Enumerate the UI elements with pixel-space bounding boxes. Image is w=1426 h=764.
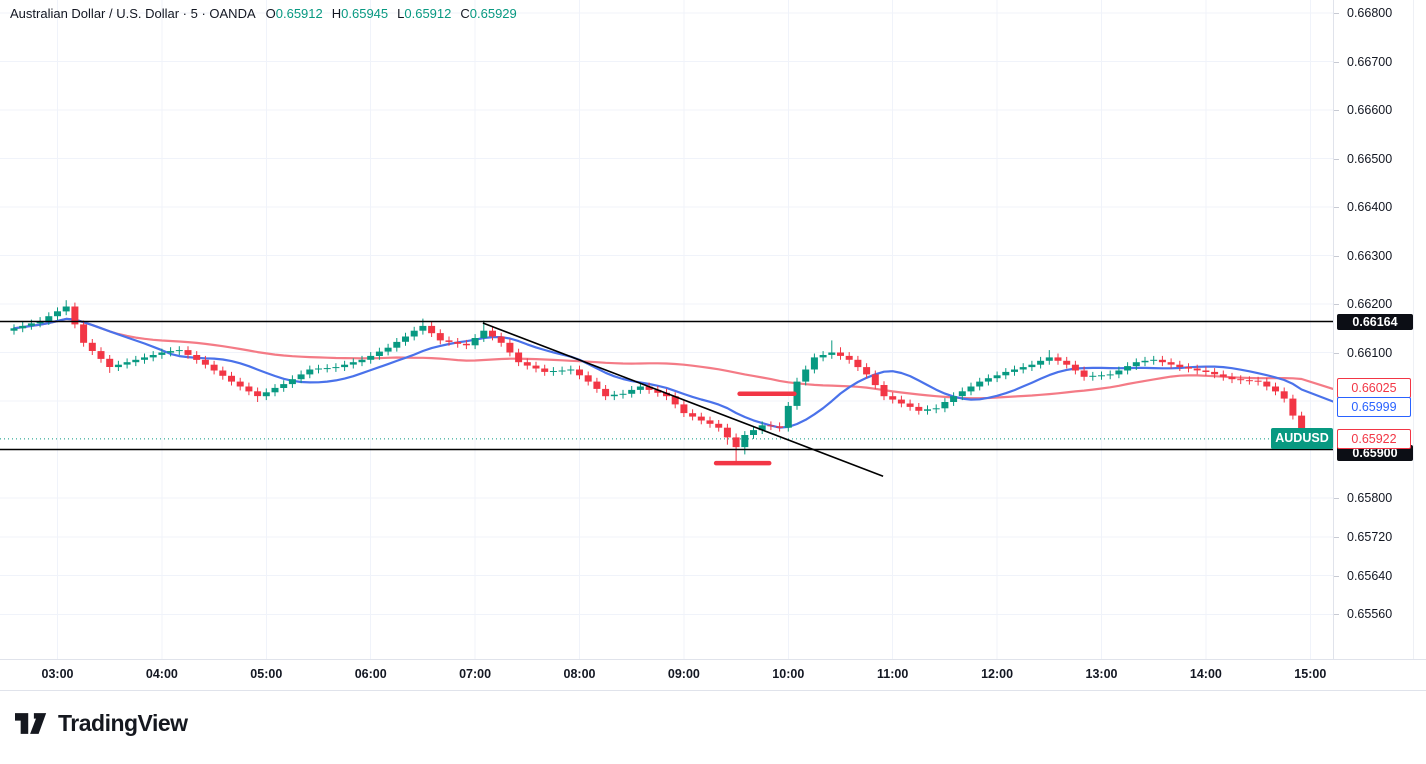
close-value: 0.65929 — [469, 6, 517, 21]
price-tick-label: 0.66400 — [1347, 200, 1393, 215]
price-tick-mark — [1334, 304, 1339, 305]
time-label: 13:00 — [1085, 667, 1118, 681]
price-tick-mark — [1334, 614, 1339, 615]
price-tick-mark — [1334, 110, 1339, 111]
price-axis[interactable]: 0.66164 0.65900 0.66025 0.65999 0.65922 … — [1333, 0, 1426, 659]
price-tick-label: 0.66500 — [1347, 151, 1393, 166]
low-label: L — [397, 6, 405, 21]
high-label: H — [331, 6, 342, 21]
hline-lower-price-badge: 0.65900 — [1337, 445, 1413, 462]
close-label: C — [460, 6, 470, 21]
price-tick-mark — [1334, 576, 1339, 577]
open-value: 0.65912 — [275, 6, 323, 21]
chart-plot-area[interactable]: Australian Dollar / U.S. Dollar · 5 · OA… — [0, 0, 1333, 659]
price-tick-label: 0.65720 — [1347, 529, 1393, 544]
time-label: 14:00 — [1189, 667, 1222, 681]
price-tick-mark — [1334, 207, 1339, 208]
low-value: 0.65912 — [404, 6, 452, 21]
time-label: 08:00 — [563, 667, 596, 681]
price-tick-mark — [1334, 13, 1339, 14]
tradingview-logo[interactable]: TradingView — [15, 710, 188, 737]
chart-legend: Australian Dollar / U.S. Dollar · 5 · OA… — [10, 6, 526, 21]
time-label: 07:00 — [459, 667, 492, 681]
price-tick-mark — [1334, 353, 1339, 354]
time-axis[interactable]: 03:00 04:00 05:00 06:00 07:00 08:00 09:00 10:00… — [0, 659, 1426, 691]
last-price-box: 0.65922 — [1337, 428, 1411, 449]
hline-upper-price-badge: 0.66164 — [1337, 313, 1413, 330]
open-label: O — [265, 6, 276, 21]
price-tick-label: 0.66100 — [1347, 345, 1393, 360]
time-label: 09:00 — [667, 667, 700, 681]
time-label: 10:00 — [772, 667, 805, 681]
price-tick-label: 0.66700 — [1347, 54, 1393, 69]
tradingview-logo-icon — [15, 713, 47, 734]
ma-fast-value-box: 0.65999 — [1337, 396, 1411, 417]
ma-slow-value-box: 0.66025 — [1337, 377, 1411, 398]
price-tick-label: 0.66300 — [1347, 248, 1393, 263]
symbol-title[interactable]: Australian Dollar / U.S. Dollar · 5 · OA… — [10, 6, 256, 21]
time-label: 06:00 — [354, 667, 387, 681]
axis-inner-border — [1413, 0, 1414, 659]
price-tick-mark — [1334, 62, 1339, 63]
price-tick-label: 0.66600 — [1347, 103, 1393, 118]
time-label: 11:00 — [877, 667, 909, 681]
price-tick-label: 0.66200 — [1347, 297, 1393, 312]
time-label: 05:00 — [250, 667, 283, 681]
price-tick-label: 0.65800 — [1347, 491, 1393, 506]
price-tick-label: 0.65560 — [1347, 607, 1393, 622]
time-label: 04:00 — [145, 667, 178, 681]
high-value: 0.65945 — [341, 6, 389, 21]
price-tick-mark — [1334, 256, 1339, 257]
price-tick-label: 0.66800 — [1347, 6, 1393, 21]
time-label: 15:00 — [1294, 667, 1327, 681]
tradingview-logo-text: TradingView — [58, 710, 188, 736]
candlestick-chart[interactable] — [0, 0, 1333, 659]
price-tick-mark — [1334, 159, 1339, 160]
time-label: 12:00 — [981, 667, 1014, 681]
price-tick-label: 0.65640 — [1347, 568, 1393, 583]
symbol-price-flag: AUDUSD — [1271, 428, 1333, 450]
price-tick-mark — [1334, 537, 1339, 538]
price-tick-mark — [1334, 498, 1339, 499]
time-label: 03:00 — [41, 667, 74, 681]
